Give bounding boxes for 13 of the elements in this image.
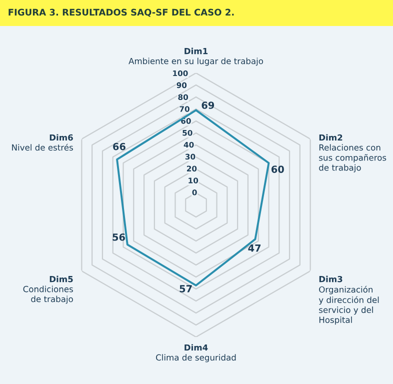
data-label: 66 [113, 142, 126, 150]
spoke-label: Dim4 Clima de seguridad [156, 344, 236, 362]
data-label: 56 [112, 233, 125, 241]
spoke-label: Dim1 Ambiente en su lugar de trabajo [128, 48, 264, 66]
data-label: 47 [248, 244, 261, 252]
spoke-label: Dim3 Organización y dirección del servicio y del Hospital [318, 276, 379, 325]
chart-title: FIGURA 3. RESULTADOS SAQ-SF DEL CASO 2. [8, 8, 234, 17]
data-label: 60 [272, 166, 284, 173]
spoke-label: Dim6 Nivel de estrés [12, 134, 73, 151]
data-label: 69 [202, 102, 214, 109]
spoke-label: Dim5 Condiciones de trabajo [23, 276, 73, 304]
data-label: 57 [180, 285, 192, 292]
spoke-label: Dim2 Relaciones con sus compañeros de trabajo [319, 134, 386, 172]
